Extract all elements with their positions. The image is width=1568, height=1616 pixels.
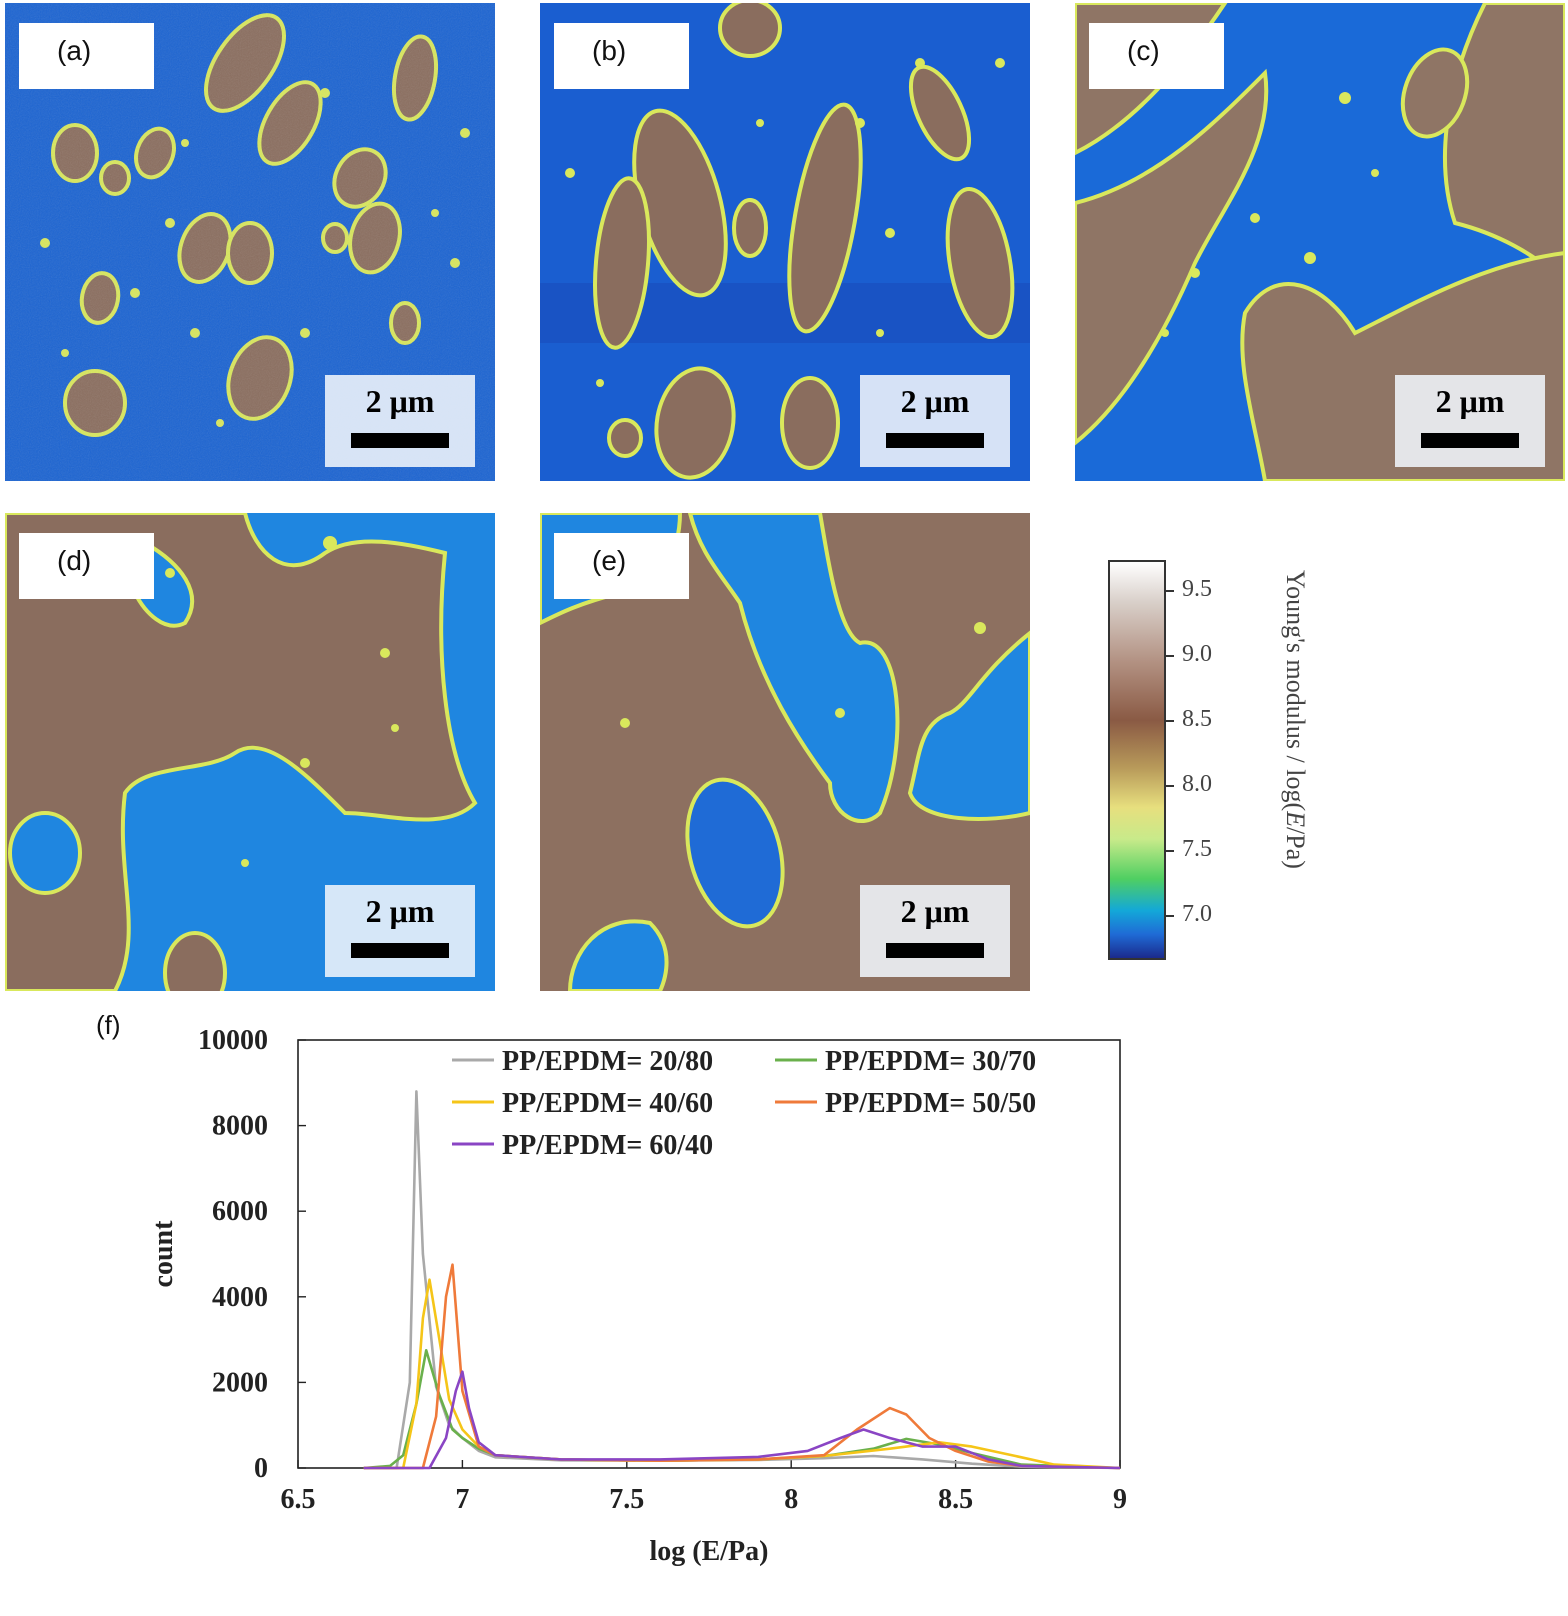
colorbar-tick-label: 9.5	[1182, 576, 1212, 602]
scale-bar-line	[351, 943, 449, 958]
y-tick-label: 6000	[212, 1196, 268, 1227]
colorbar-tick	[1166, 590, 1174, 592]
y-tick-label: 0	[254, 1453, 268, 1484]
legend-label: PP/EPDM= 30/70	[825, 1046, 1036, 1077]
scale-bar: 2 μm	[1395, 375, 1545, 467]
panel-label: (c)	[1089, 23, 1224, 89]
afm-map-b: (b) 2 μm	[540, 3, 1030, 481]
legend-label: PP/EPDM= 60/40	[502, 1130, 713, 1161]
afm-map-d: (d) 2 μm	[5, 513, 495, 991]
colorbar: 9.5 9.0 8.5 8.0 7.5 7.0 Young's modulus …	[1090, 560, 1310, 970]
plot-frame	[297, 1039, 1121, 1469]
colorbar-tick-label: 8.5	[1182, 706, 1212, 732]
legend-label: PP/EPDM= 20/80	[502, 1046, 713, 1077]
panel-label: (f)	[96, 1010, 121, 1040]
scale-bar-label: 2 μm	[365, 383, 435, 419]
x-tick-label: 6.5	[281, 1484, 316, 1515]
series-line	[363, 1263, 1121, 1470]
x-axis-label: log (E/Pa)	[650, 1536, 769, 1567]
afm-map-a: (a) 2 μm	[5, 3, 495, 481]
afm-map-c: (c) 2 μm	[1075, 3, 1565, 481]
panel-label: (d)	[19, 533, 154, 599]
colorbar-title-prefix: Young's modulus / log(	[1281, 570, 1310, 812]
scale-bar: 2 μm	[325, 885, 475, 977]
colorbar-tick-label: 7.0	[1182, 901, 1212, 927]
colorbar-tick	[1166, 915, 1174, 917]
x-tick-label: 7	[455, 1484, 469, 1515]
scale-bar-line	[886, 433, 984, 448]
x-tick-label: 9	[1113, 1484, 1127, 1515]
scale-bar-label: 2 μm	[900, 893, 970, 929]
colorbar-tick-label: 8.0	[1182, 771, 1212, 797]
legend-label: PP/EPDM= 40/60	[502, 1088, 713, 1119]
colorbar-title-var: E	[1281, 811, 1310, 828]
series-line	[363, 1370, 1121, 1470]
scale-bar: 2 μm	[325, 375, 475, 467]
y-tick-label: 2000	[212, 1367, 268, 1398]
modulus-histogram-chart: 6.5 7 7.5 8 8.5 9 0 2000 4000 6000 8000 10000 log (E…	[148, 1025, 1127, 1567]
colorbar-title-suffix: /Pa)	[1281, 827, 1310, 869]
panel-label: (a)	[19, 23, 154, 89]
afm-map-e: (e) 2 μm	[540, 513, 1030, 991]
panel-label: (e)	[554, 533, 689, 599]
colorbar-tick	[1166, 655, 1174, 657]
x-tick-label: 7.5	[609, 1484, 644, 1515]
scale-bar: 2 μm	[860, 885, 1010, 977]
x-tick-label: 8	[784, 1484, 798, 1515]
scale-bar-label: 2 μm	[1435, 383, 1505, 419]
colorbar-gradient	[1108, 560, 1166, 960]
scale-bar-line	[886, 943, 984, 958]
colorbar-tick	[1166, 850, 1174, 852]
scale-bar-label: 2 μm	[900, 383, 970, 419]
legend-label: PP/EPDM= 50/50	[825, 1088, 1036, 1119]
y-axis-label: count	[148, 1220, 179, 1288]
scale-bar-label: 2 μm	[365, 893, 435, 929]
panel-label: (b)	[554, 23, 689, 89]
scale-bar-line	[351, 433, 449, 448]
colorbar-tick-label: 9.0	[1182, 641, 1212, 667]
y-tick-label: 10000	[198, 1025, 268, 1056]
colorbar-tick	[1166, 785, 1174, 787]
scale-bar-line	[1421, 433, 1519, 448]
x-tick-label: 8.5	[938, 1484, 973, 1515]
y-tick-label: 8000	[212, 1111, 268, 1142]
colorbar-tick-label: 7.5	[1182, 836, 1212, 862]
scale-bar: 2 μm	[860, 375, 1010, 467]
series-line	[363, 1090, 1121, 1470]
y-tick-label: 4000	[212, 1282, 268, 1313]
colorbar-tick	[1166, 720, 1174, 722]
